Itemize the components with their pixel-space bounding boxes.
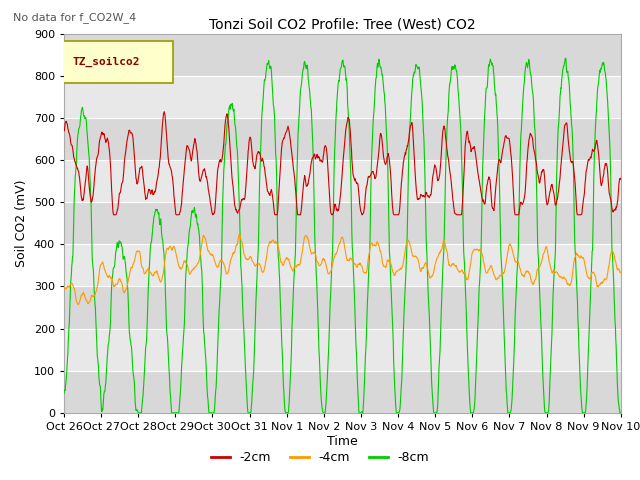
Bar: [64, 76, 621, 118]
Bar: [64, 287, 621, 328]
Text: No data for f_CO2W_4: No data for f_CO2W_4: [13, 12, 136, 23]
Bar: [64, 160, 621, 202]
X-axis label: Time: Time: [327, 434, 358, 448]
Bar: [64, 34, 621, 76]
FancyBboxPatch shape: [61, 41, 173, 83]
Y-axis label: Soil CO2 (mV): Soil CO2 (mV): [15, 180, 28, 267]
Bar: [64, 244, 621, 287]
Bar: [64, 371, 621, 413]
Text: TZ_soilco2: TZ_soilco2: [72, 57, 140, 67]
Title: Tonzi Soil CO2 Profile: Tree (West) CO2: Tonzi Soil CO2 Profile: Tree (West) CO2: [209, 17, 476, 31]
Bar: [64, 328, 621, 371]
Bar: [64, 202, 621, 244]
Bar: [64, 118, 621, 160]
Legend: -2cm, -4cm, -8cm: -2cm, -4cm, -8cm: [206, 446, 434, 469]
